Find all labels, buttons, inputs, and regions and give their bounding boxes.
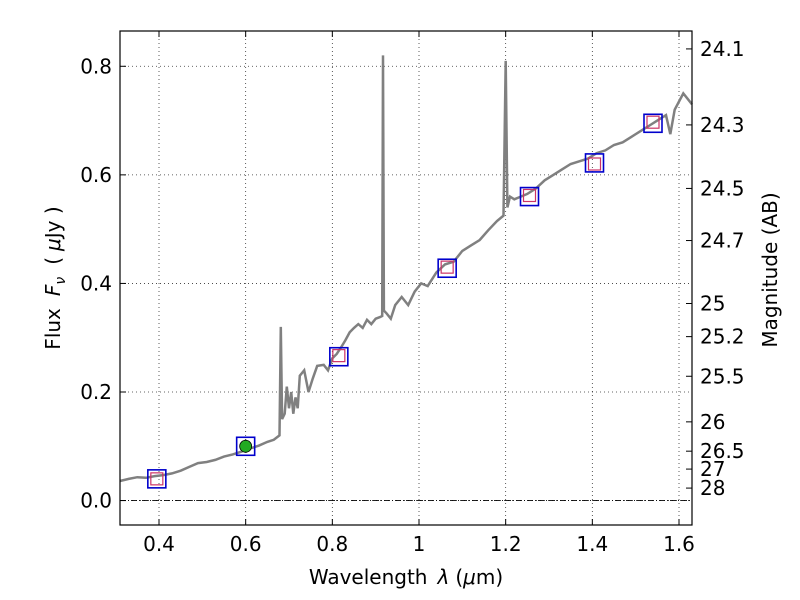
y-tick-label: 0.6 — [80, 163, 112, 187]
model-flux-box — [519, 186, 540, 207]
magnitude-tick-label: 24.5 — [700, 176, 745, 200]
model-flux-box — [643, 113, 663, 134]
model-flux-box — [437, 258, 457, 279]
model-flux-box — [235, 436, 256, 457]
magnitude-tick-label: 24.7 — [700, 229, 745, 253]
grid — [120, 31, 692, 525]
observed-flux-box — [522, 188, 537, 203]
x-axis-ticks: 0.4 0.6 0.8 1 1.2 1.4 1.6 — [143, 31, 695, 556]
magnitude-tick-label: 25.2 — [700, 325, 745, 349]
x-tick-label: 0.4 — [143, 532, 175, 556]
magnitude-tick-label: 25 — [700, 292, 725, 316]
magnitude-tick-label: 26 — [700, 410, 725, 434]
photometry-points — [147, 113, 663, 489]
magnitude-tick-label: 28 — [700, 476, 725, 500]
y-axis-title: FluxFν(μJy ) — [41, 206, 69, 349]
model-flux-box — [329, 346, 349, 367]
observed-flux-box — [150, 472, 164, 486]
magnitude-tick-label: 24.3 — [700, 113, 745, 137]
photometry-point — [519, 186, 540, 207]
detected-flux-marker — [239, 439, 253, 453]
magnitude-tick-label: 26.5 — [700, 439, 745, 463]
plot-frame — [119, 30, 693, 526]
photometry-point — [235, 436, 256, 457]
observed-flux-box — [646, 115, 660, 129]
photometry-point — [329, 346, 349, 367]
y-tick-label: 0.8 — [80, 54, 112, 78]
photometry-point — [147, 469, 167, 489]
y-axis-ticks: 0.0 0.2 0.4 0.6 0.8 — [80, 54, 126, 513]
magnitude-axis-title: Magnitude (AB) — [758, 192, 782, 347]
photometry-point — [437, 258, 457, 279]
x-tick-label: 1.2 — [490, 532, 522, 556]
x-tick-label: 1.4 — [576, 532, 608, 556]
x-tick-label: 1.6 — [663, 532, 695, 556]
x-axis-title: Wavelength λ (μm) — [309, 565, 503, 589]
x-tick-label: 1 — [413, 532, 426, 556]
magnitude-tick-label: 27 — [700, 457, 725, 481]
observed-flux-box — [440, 260, 454, 274]
x-tick-label: 0.8 — [316, 532, 348, 556]
model-flux-box — [147, 469, 167, 489]
x-tick-label: 0.6 — [230, 532, 262, 556]
observed-flux-box — [332, 349, 346, 363]
y-tick-label: 0.2 — [80, 380, 112, 404]
magnitude-tick-label: 25.5 — [700, 364, 745, 388]
model-flux-box — [584, 153, 605, 173]
sed-spectrum-line — [119, 55, 693, 483]
photometry-point — [584, 153, 605, 173]
magnitude-tick-label: 24.1 — [700, 37, 745, 61]
y-tick-label: 0.0 — [80, 489, 112, 513]
y-tick-label: 0.4 — [80, 271, 112, 295]
observed-flux-box — [587, 157, 602, 171]
photometry-point — [643, 113, 663, 134]
